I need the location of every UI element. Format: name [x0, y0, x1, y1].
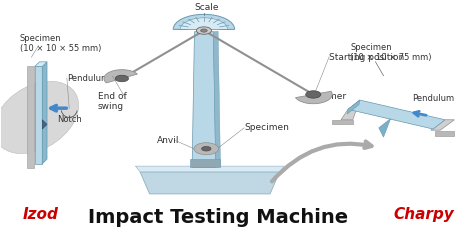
Polygon shape [379, 119, 391, 137]
Polygon shape [331, 120, 353, 124]
Text: Anvil: Anvil [156, 136, 179, 145]
Circle shape [196, 27, 211, 34]
Polygon shape [27, 66, 34, 168]
Polygon shape [347, 100, 360, 114]
Text: Pendulum: Pendulum [67, 73, 109, 83]
Wedge shape [180, 18, 228, 29]
Polygon shape [42, 62, 47, 164]
Text: Izod: Izod [23, 207, 59, 222]
Text: End of
swing: End of swing [98, 91, 127, 111]
Ellipse shape [0, 81, 79, 154]
Text: Specimen
(10 × 10 × 75 mm): Specimen (10 × 10 × 75 mm) [350, 43, 432, 62]
Circle shape [201, 29, 207, 32]
Text: Hammer: Hammer [307, 92, 346, 101]
Circle shape [194, 143, 219, 155]
Polygon shape [190, 159, 220, 167]
Text: Notch: Notch [57, 115, 82, 124]
Wedge shape [104, 70, 137, 83]
Polygon shape [436, 131, 455, 136]
Circle shape [306, 91, 321, 98]
Wedge shape [173, 14, 235, 29]
Text: Pendulum: Pendulum [412, 94, 454, 103]
Text: Starting position: Starting position [329, 53, 404, 62]
Text: Specimen: Specimen [244, 123, 289, 132]
Polygon shape [348, 100, 445, 129]
Text: Specimen
(10 × 10 × 55 mm): Specimen (10 × 10 × 55 mm) [19, 34, 101, 53]
Polygon shape [136, 166, 284, 172]
Polygon shape [42, 120, 47, 129]
Text: Impact Testing Machine: Impact Testing Machine [88, 208, 348, 227]
Polygon shape [35, 62, 47, 66]
Wedge shape [295, 91, 332, 104]
Circle shape [115, 75, 128, 82]
Polygon shape [140, 172, 280, 194]
Polygon shape [341, 100, 360, 120]
Circle shape [201, 146, 211, 151]
Polygon shape [192, 32, 216, 167]
Polygon shape [431, 120, 455, 130]
Text: Scale: Scale [194, 3, 219, 12]
Text: Charpy: Charpy [393, 207, 454, 222]
Polygon shape [35, 66, 42, 164]
Polygon shape [213, 31, 220, 167]
